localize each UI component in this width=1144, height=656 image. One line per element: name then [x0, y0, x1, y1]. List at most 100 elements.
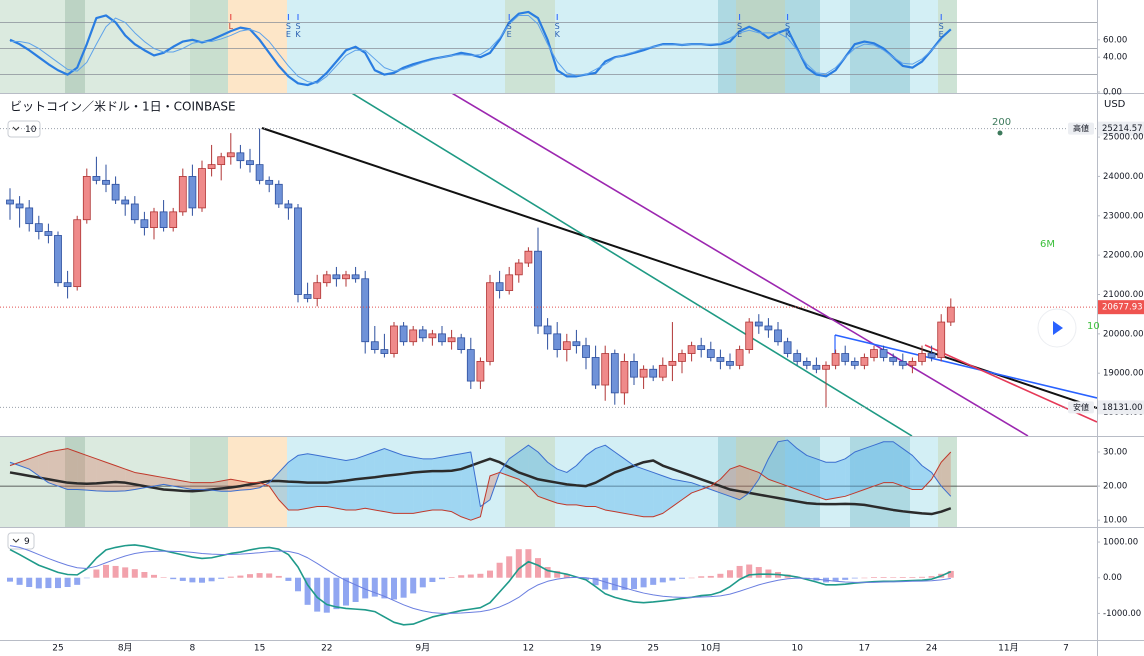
- candle-body: [159, 211, 168, 228]
- macd-input-box[interactable]: 9: [7, 532, 35, 550]
- candle-body: [918, 353, 926, 362]
- candle-body: [946, 306, 955, 323]
- candle-body: [630, 361, 638, 378]
- histogram-bar: [842, 577, 849, 580]
- signal-label: SK: [553, 22, 562, 38]
- candle-body: [34, 223, 43, 232]
- candle-body: [255, 164, 264, 181]
- y-tick-label: 10.00: [1103, 516, 1127, 526]
- candle-body: [332, 274, 341, 280]
- histogram-bar: [74, 577, 81, 585]
- candle-body: [735, 349, 744, 366]
- series-line: [9, 545, 951, 614]
- di-fill: [672, 479, 682, 507]
- di-fill: [182, 480, 193, 490]
- di-fill: [163, 477, 174, 487]
- candle-body: [591, 357, 600, 386]
- play-button[interactable]: [1037, 308, 1077, 348]
- ma-tag: 200: [992, 117, 1011, 128]
- histogram-bar: [727, 570, 733, 578]
- series-line: [9, 439, 952, 508]
- high-value: 25214.57: [1102, 124, 1143, 134]
- histogram-bar: [141, 572, 148, 578]
- ma-tag: 10: [1087, 321, 1100, 332]
- di-fill: [269, 472, 279, 500]
- candle-body: [418, 329, 427, 339]
- y-tick-label: 1000.00: [1103, 538, 1138, 548]
- di-fill: [403, 455, 414, 514]
- candle-body: [380, 349, 389, 354]
- candle-body: [860, 357, 869, 366]
- histogram-bar: [717, 573, 724, 578]
- di-fill: [874, 441, 884, 487]
- histogram-bar: [285, 577, 292, 581]
- x-tick-label: 17: [859, 644, 870, 654]
- di-fill: [192, 482, 202, 490]
- histogram-bar: [362, 577, 369, 599]
- last-price-box: [1098, 300, 1144, 315]
- y-tick-label: 24000.00: [1103, 172, 1144, 182]
- histogram-bar: [736, 565, 743, 578]
- histogram-bar: [275, 575, 282, 578]
- di-fill: [336, 458, 346, 510]
- x-tick-label: 9月: [415, 643, 430, 654]
- di-fill: [653, 472, 663, 517]
- x-tick-label: 7: [1063, 644, 1069, 654]
- candle-body: [687, 345, 696, 354]
- series-line: [9, 544, 952, 626]
- low-value: 18131.00: [1102, 403, 1143, 413]
- candle-body: [130, 203, 139, 221]
- candle-body: [178, 176, 187, 213]
- histogram-bar: [419, 577, 426, 588]
- y-tick-label: 0.00: [1103, 573, 1122, 583]
- candle-body: [274, 183, 283, 205]
- candle-body: [841, 353, 850, 362]
- signal-label: SK: [294, 22, 303, 38]
- x-tick-label: 25: [52, 644, 63, 654]
- candle-body: [236, 152, 245, 162]
- candle-body: [706, 349, 715, 358]
- histogram-bar: [208, 577, 215, 582]
- candle-body: [63, 282, 72, 288]
- di-fill: [317, 455, 327, 507]
- candle-body: [92, 176, 101, 181]
- histogram-bar: [45, 577, 52, 589]
- histogram-bar: [64, 577, 71, 587]
- candle-body: [351, 274, 360, 280]
- candle-body: [553, 333, 562, 350]
- di-fill: [662, 475, 673, 514]
- candle-body: [505, 274, 514, 291]
- histogram-bar: [189, 577, 196, 583]
- candle-body: [342, 274, 350, 280]
- candle-body: [543, 325, 552, 335]
- di-fill: [845, 452, 855, 497]
- histogram-bar: [515, 549, 522, 578]
- di-fill: [835, 458, 846, 499]
- di-fill: [826, 462, 836, 500]
- di-fill: [461, 452, 471, 521]
- candle-body: [140, 219, 149, 228]
- histogram-bar: [448, 577, 455, 578]
- histogram-bar: [151, 574, 157, 578]
- histogram-bar: [650, 577, 657, 585]
- candle-body: [649, 368, 658, 378]
- di-fill: [797, 448, 807, 493]
- di-fill: [413, 457, 423, 514]
- candle-body: [370, 341, 379, 350]
- histogram-bar: [592, 577, 599, 586]
- di-fill: [922, 465, 932, 490]
- candle-body: [572, 341, 581, 347]
- histogram-bar: [506, 556, 513, 578]
- histogram-bar: [554, 570, 561, 578]
- histogram-bar: [525, 549, 532, 578]
- candle-body: [476, 361, 485, 382]
- y-tick-label: 20.00: [1103, 482, 1127, 492]
- x-tick-label: 11月: [998, 643, 1018, 654]
- di-fill: [528, 445, 538, 497]
- di-fill: [173, 479, 183, 488]
- histogram-bar: [295, 577, 301, 592]
- candle-body: [601, 353, 610, 386]
- di-fill: [106, 462, 116, 492]
- histogram-bar: [26, 577, 33, 587]
- candle-body: [198, 168, 206, 209]
